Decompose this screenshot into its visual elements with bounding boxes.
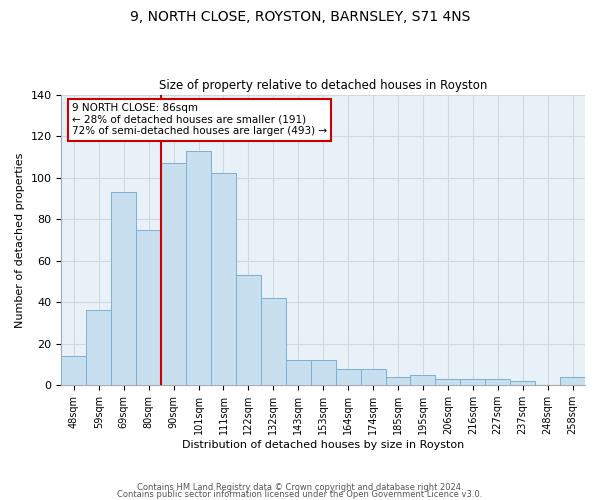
- Text: Contains HM Land Registry data © Crown copyright and database right 2024.: Contains HM Land Registry data © Crown c…: [137, 484, 463, 492]
- Text: Contains public sector information licensed under the Open Government Licence v3: Contains public sector information licen…: [118, 490, 482, 499]
- Bar: [485, 379, 510, 385]
- Bar: [236, 275, 261, 385]
- Bar: [211, 174, 236, 385]
- Text: 9, NORTH CLOSE, ROYSTON, BARNSLEY, S71 4NS: 9, NORTH CLOSE, ROYSTON, BARNSLEY, S71 4…: [130, 10, 470, 24]
- Y-axis label: Number of detached properties: Number of detached properties: [15, 152, 25, 328]
- Bar: [560, 377, 585, 385]
- Bar: [86, 310, 111, 385]
- Bar: [111, 192, 136, 385]
- X-axis label: Distribution of detached houses by size in Royston: Distribution of detached houses by size …: [182, 440, 464, 450]
- Bar: [510, 381, 535, 385]
- Bar: [361, 368, 386, 385]
- Bar: [460, 379, 485, 385]
- Bar: [436, 379, 460, 385]
- Bar: [261, 298, 286, 385]
- Text: 9 NORTH CLOSE: 86sqm
← 28% of detached houses are smaller (191)
72% of semi-deta: 9 NORTH CLOSE: 86sqm ← 28% of detached h…: [72, 104, 327, 136]
- Bar: [61, 356, 86, 385]
- Bar: [286, 360, 311, 385]
- Bar: [335, 368, 361, 385]
- Bar: [161, 163, 186, 385]
- Bar: [410, 375, 436, 385]
- Bar: [136, 230, 161, 385]
- Bar: [311, 360, 335, 385]
- Bar: [186, 150, 211, 385]
- Title: Size of property relative to detached houses in Royston: Size of property relative to detached ho…: [159, 79, 487, 92]
- Bar: [386, 377, 410, 385]
